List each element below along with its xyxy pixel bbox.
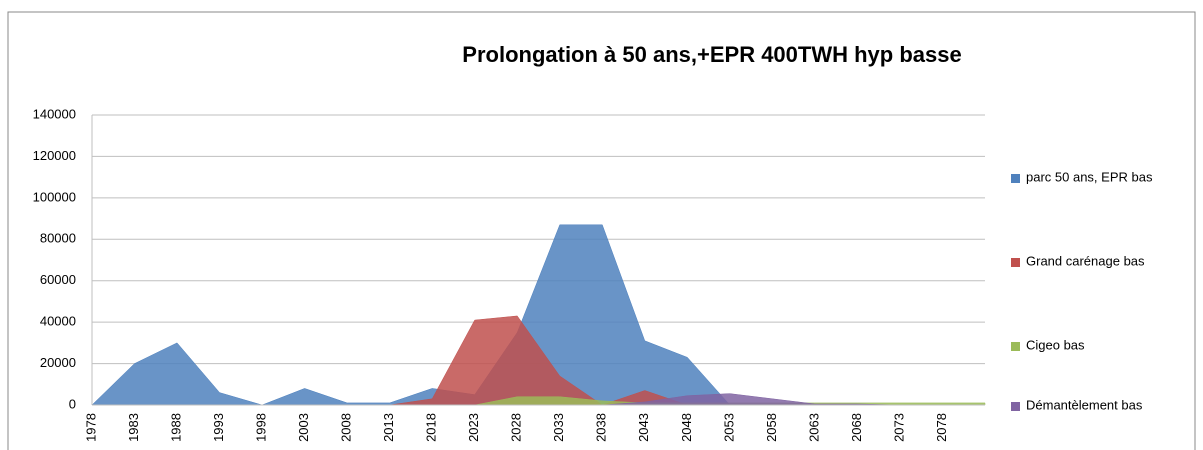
x-tick-label: 1998	[254, 413, 269, 442]
legend-label: parc 50 ans, EPR bas	[1026, 169, 1153, 184]
x-tick-label: 2013	[381, 413, 396, 442]
x-tick-label: 2033	[551, 413, 566, 442]
x-tick-label: 2008	[339, 413, 354, 442]
legend-label: Cigeo bas	[1026, 337, 1085, 352]
x-tick-label: 2063	[806, 413, 821, 442]
x-tick-label: 1993	[211, 413, 226, 442]
y-tick-label: 60000	[40, 272, 76, 287]
x-tick-label: 2023	[466, 413, 481, 442]
x-tick-label: 2028	[509, 413, 524, 442]
x-tick-label: 2073	[891, 413, 906, 442]
x-tick-label: 2048	[679, 413, 694, 442]
legend-label: Démantèlement bas	[1026, 397, 1143, 412]
y-tick-label: 140000	[33, 106, 76, 121]
legend-label: Grand carénage bas	[1026, 253, 1145, 268]
x-tick-label: 2068	[849, 413, 864, 442]
x-tick-label: 1988	[168, 413, 183, 442]
y-tick-label: 80000	[40, 231, 76, 246]
y-tick-label: 0	[69, 396, 76, 411]
x-tick-label: 1978	[83, 413, 98, 442]
y-tick-label: 40000	[40, 314, 76, 329]
y-tick-label: 20000	[40, 355, 76, 370]
x-tick-label: 2018	[424, 413, 439, 442]
x-tick-label: 1983	[126, 413, 141, 442]
legend-swatch	[1011, 174, 1020, 183]
x-tick-label: 2078	[934, 413, 949, 442]
x-tick-label: 2003	[296, 413, 311, 442]
legend-swatch	[1011, 342, 1020, 351]
x-tick-label: 2058	[764, 413, 779, 442]
legend-swatch	[1011, 258, 1020, 267]
y-tick-label: 120000	[33, 148, 76, 163]
chart-title: Prolongation à 50 ans,+EPR 400TWH hyp ba…	[462, 42, 961, 67]
x-tick-label: 2038	[594, 413, 609, 442]
legend-swatch	[1011, 402, 1020, 411]
x-tick-label: 2053	[721, 413, 736, 442]
y-tick-label: 100000	[33, 189, 76, 204]
x-tick-label: 2043	[636, 413, 651, 442]
